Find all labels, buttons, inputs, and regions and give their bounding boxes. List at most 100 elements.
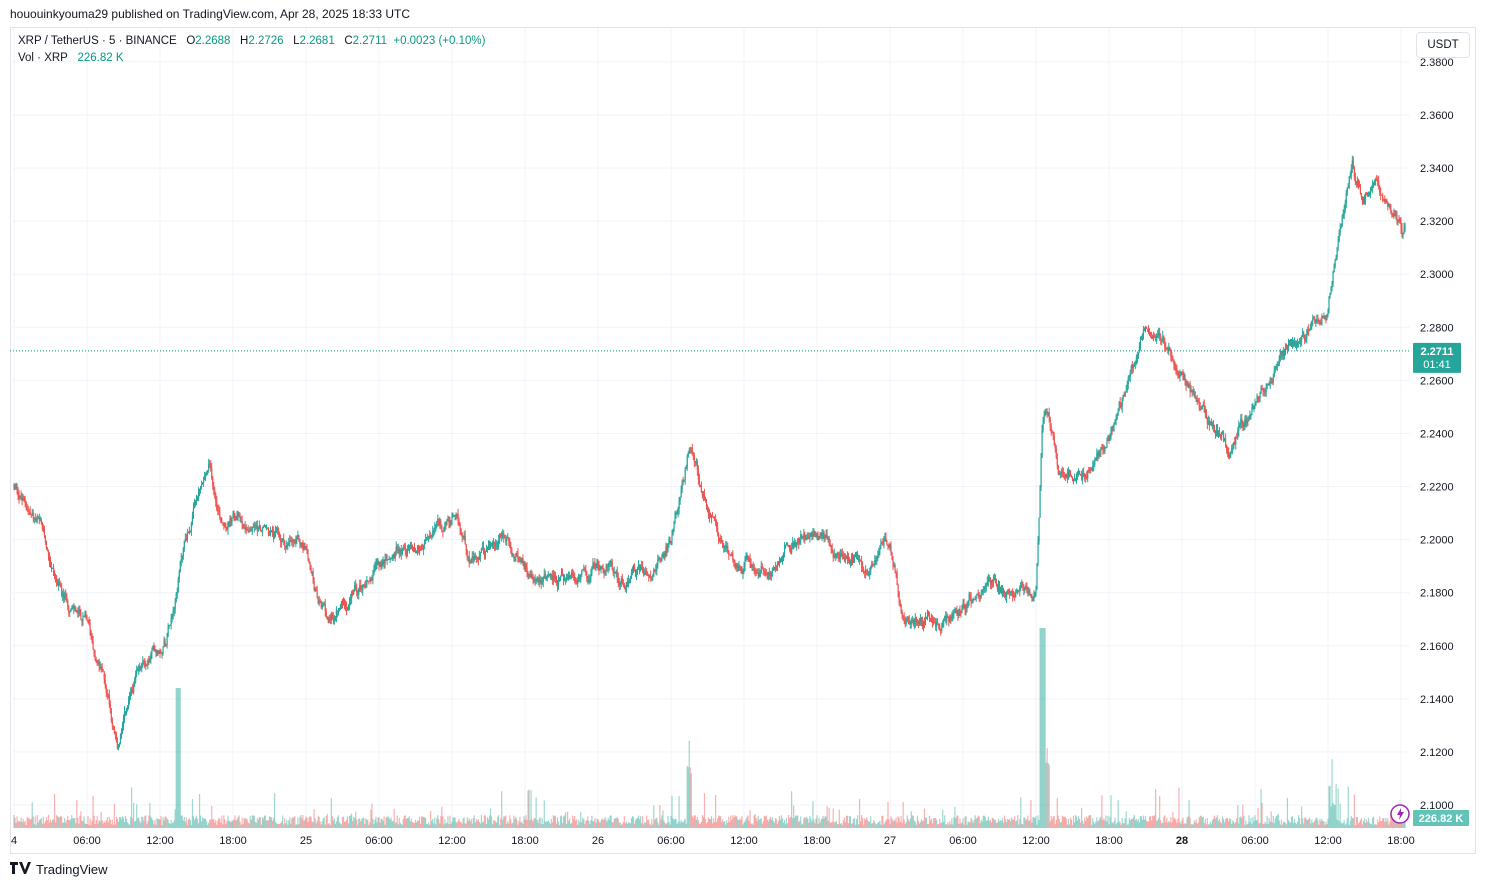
volume-bar: [229, 821, 231, 828]
volume-bar: [346, 816, 349, 828]
candle-body: [585, 569, 587, 575]
volume-bar: [403, 816, 405, 828]
candle-body: [1219, 435, 1222, 439]
candle-body: [633, 565, 636, 572]
candle-body: [1382, 195, 1384, 201]
candle-body: [637, 565, 640, 569]
candle-body: [173, 608, 175, 612]
candle-body: [1218, 431, 1221, 436]
candle-body: [14, 484, 16, 486]
volume-bar: [947, 822, 949, 828]
volume-bar: [813, 819, 815, 828]
candle-body: [678, 500, 680, 509]
candle-body: [776, 563, 779, 570]
ohlc-legend[interactable]: XRP / TetherUS · 5 · BINANCE O2.2688 H2.…: [18, 35, 485, 47]
volume-bar: [80, 811, 82, 828]
candle-body: [1122, 394, 1124, 399]
candle-body: [1057, 465, 1059, 475]
candle-body: [319, 600, 321, 602]
candle-body: [749, 558, 751, 564]
volume-bar: [1239, 817, 1241, 828]
volume-bar: [1125, 811, 1127, 828]
volume-bar: [200, 821, 203, 828]
volume-legend[interactable]: Vol · XRP 226.82 K: [18, 52, 124, 64]
volume-bar: [174, 809, 176, 828]
volume-bar: [659, 805, 661, 828]
candle-body: [719, 538, 721, 542]
volume-bar: [329, 824, 331, 828]
volume-bar: [350, 815, 352, 828]
tradingview-footer[interactable]: TradingView: [10, 862, 108, 877]
volume-bar: [688, 740, 690, 828]
volume-bar: [1219, 822, 1222, 828]
volume-bar: [253, 815, 255, 828]
candle-body: [320, 600, 322, 608]
volume-bar: [597, 819, 599, 828]
volume-bar: [240, 824, 242, 828]
candle-body: [454, 514, 456, 516]
volume-bar: [826, 806, 828, 828]
volume-bar: [473, 815, 475, 828]
candle-body: [291, 540, 293, 542]
volume-bar: [1375, 823, 1377, 828]
candle-body: [763, 570, 765, 573]
volume-bar: [1039, 628, 1041, 828]
volume-bar: [522, 823, 524, 828]
volume-bar: [1113, 820, 1115, 828]
candle-body: [745, 557, 747, 561]
volume-bar: [995, 822, 998, 828]
candle-body: [240, 521, 242, 523]
candle-body: [964, 606, 966, 610]
volume-bar: [755, 818, 757, 828]
volume-bar: [646, 815, 648, 828]
candle-body: [72, 605, 74, 609]
candle-body: [1316, 319, 1318, 321]
candle-body: [513, 554, 515, 558]
volume-bar: [34, 816, 36, 828]
symbol-label[interactable]: XRP / TetherUS · 5 · BINANCE: [18, 35, 177, 47]
candle-body: [666, 547, 668, 551]
candle-body: [138, 666, 140, 671]
volume-bar: [742, 824, 744, 828]
candle-body: [1159, 332, 1161, 337]
volume-bar: [1037, 815, 1039, 828]
candle-body: [1246, 420, 1248, 424]
y-tick-label: 2.1800: [1420, 588, 1454, 600]
candle-body: [249, 530, 251, 532]
candle-body: [1354, 176, 1356, 183]
candle-body: [956, 610, 958, 614]
candle-body: [47, 550, 50, 556]
open-label: O: [186, 35, 196, 47]
candle-body: [746, 556, 748, 558]
candle-body: [1323, 316, 1325, 319]
candle-body: [780, 559, 783, 562]
volume-bar: [989, 819, 991, 828]
candle-body: [274, 529, 277, 534]
volume-bar: [640, 823, 643, 828]
volume-bar: [843, 817, 845, 828]
volume-bar: [530, 790, 532, 828]
candle-body: [1047, 412, 1049, 414]
volume-bar: [877, 822, 879, 828]
candle-body: [444, 522, 446, 528]
currency-button[interactable]: USDT: [1416, 32, 1470, 58]
volume-bar: [1072, 815, 1075, 828]
candle-body: [656, 564, 658, 571]
candle-body: [53, 572, 56, 576]
candle-body: [323, 603, 325, 605]
volume-bar: [851, 823, 854, 828]
candle-body: [1190, 391, 1192, 393]
candle-body: [354, 585, 356, 591]
volume-bar: [193, 819, 196, 828]
candle-body: [237, 512, 239, 517]
candle-body: [622, 584, 624, 586]
candle-body: [322, 604, 324, 606]
candle-body: [1027, 591, 1029, 594]
volume-bar: [460, 821, 462, 828]
candle-body: [22, 498, 24, 501]
volume-bar: [555, 823, 558, 828]
candle-body: [518, 558, 520, 560]
volume-bar: [889, 824, 891, 828]
candle-body: [1136, 354, 1138, 358]
